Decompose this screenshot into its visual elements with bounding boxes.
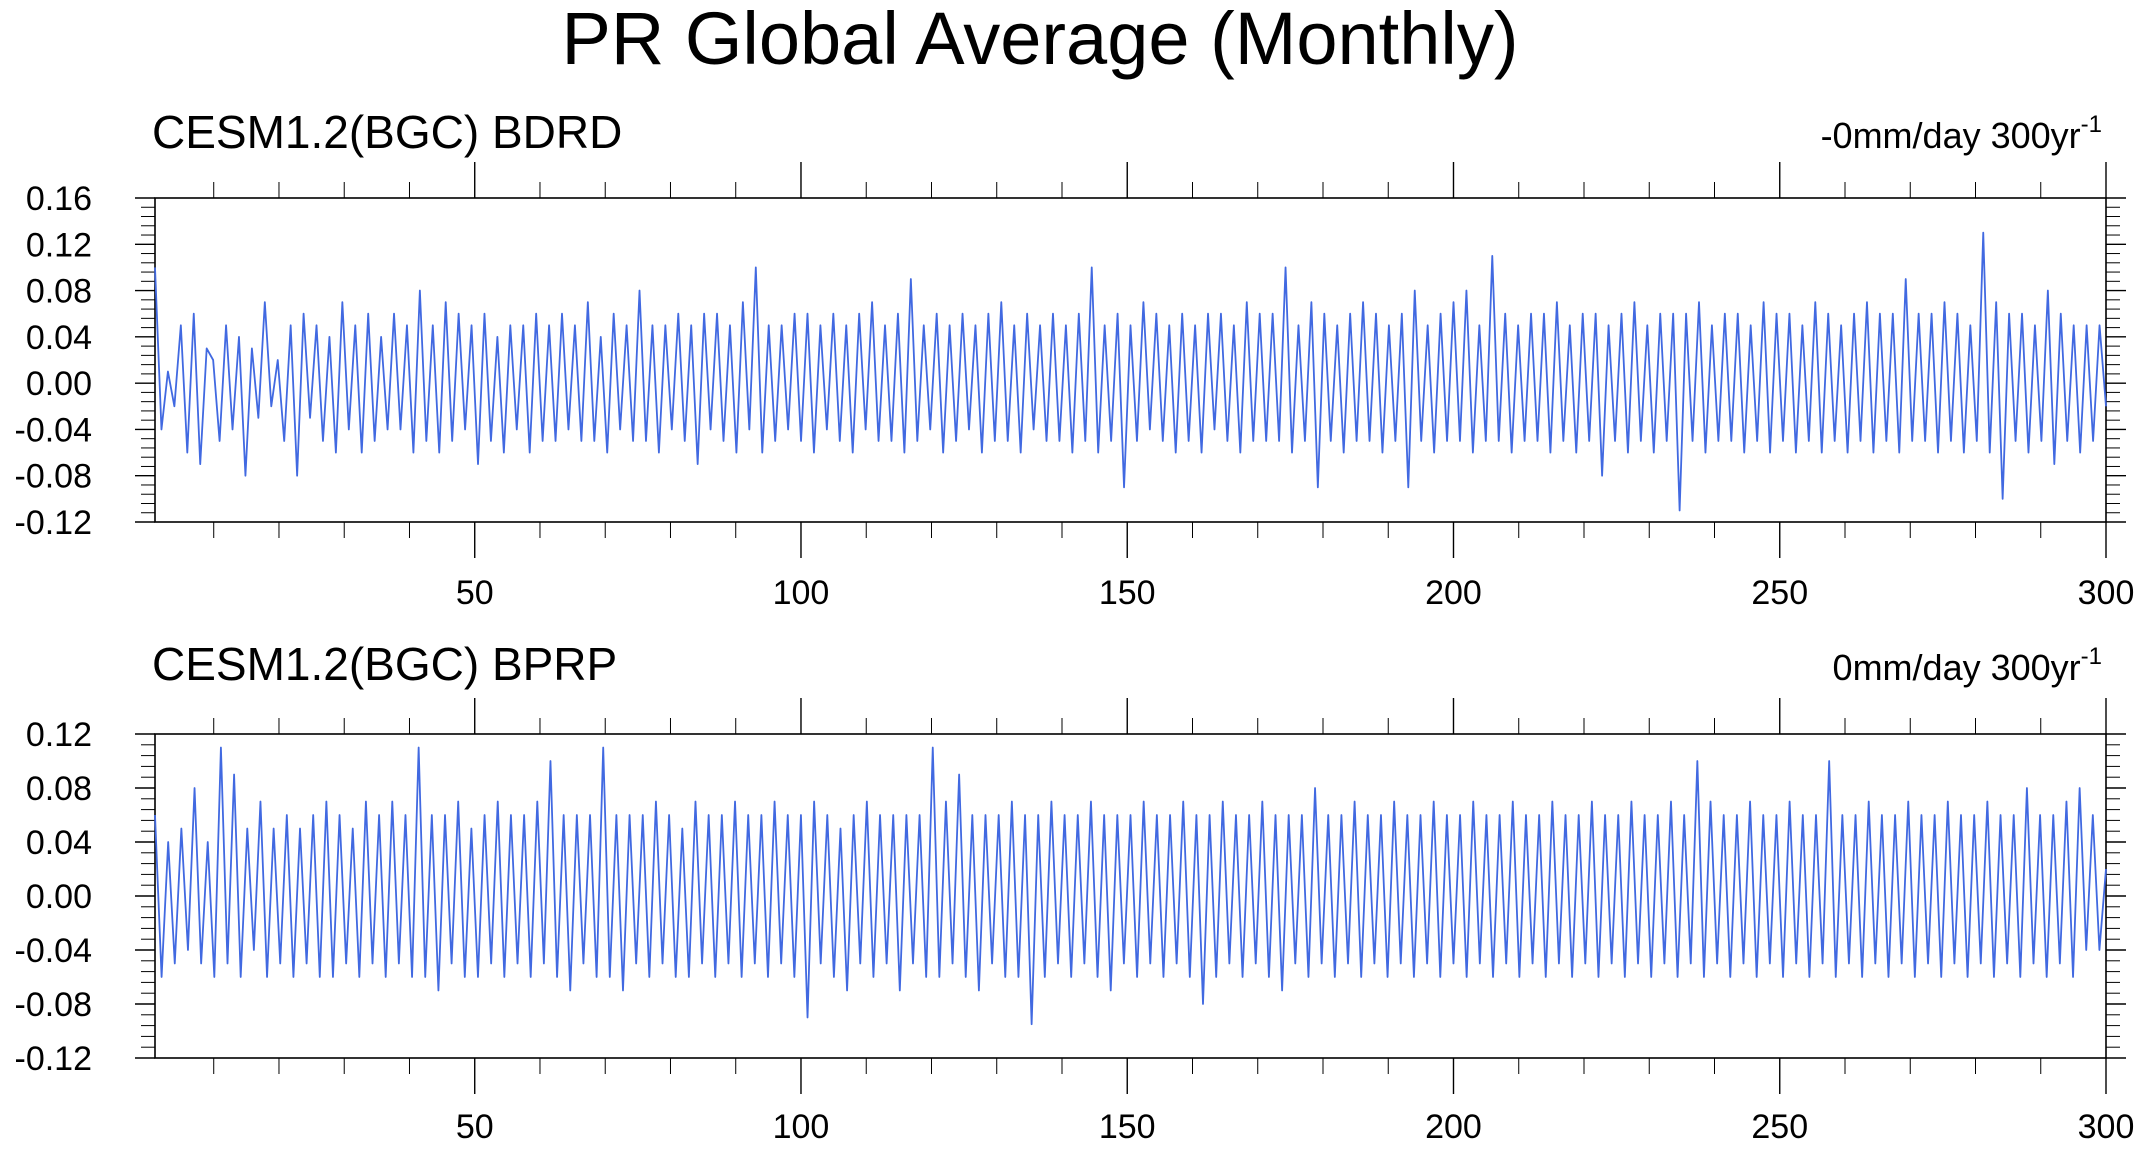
- y-tick-label: 0.08: [26, 273, 92, 311]
- plot-frame: [154, 197, 2107, 523]
- panel-title: CESM1.2(BGC) BDRD: [152, 106, 622, 158]
- y-tick-label: -0.04: [15, 411, 93, 449]
- y-tick-label: -0.12: [15, 504, 93, 542]
- trend-text: 0mm/day 300yr: [1833, 647, 2081, 688]
- y-tick-label: -0.12: [15, 1040, 93, 1078]
- y-tick-label: 0.12: [26, 226, 92, 264]
- panel-bdrd: CESM1.2(BGC) BDRD -0mm/day 300yr-1 0.16 0.1…: [15, 106, 2135, 612]
- series-line: [154, 231, 2107, 512]
- main-title: PR Global Average (Monthly): [562, 0, 1519, 80]
- y-tick-label: 0.16: [26, 180, 92, 218]
- x-tick-label: 100: [773, 1108, 830, 1146]
- trend-text: -0mm/day 300yr: [1821, 115, 2081, 156]
- panel-title: CESM1.2(BGC) BPRP: [152, 638, 617, 690]
- x-tick-label: 150: [1099, 1108, 1156, 1146]
- x-tick-label: 250: [1751, 574, 1808, 612]
- series-line: [154, 746, 2107, 1026]
- x-tick-label: 200: [1425, 574, 1482, 612]
- y-tick-label: -0.08: [15, 986, 93, 1024]
- y-tick-label: 0.12: [26, 716, 92, 754]
- x-tick-label: 100: [773, 574, 830, 612]
- y-tick-label: 0.04: [26, 824, 92, 862]
- x-tick-label: 300: [2078, 1108, 2135, 1146]
- trend-superscript: -1: [2081, 643, 2102, 670]
- x-tick-label: 150: [1099, 574, 1156, 612]
- trend-annotation: -0mm/day 300yr-1: [1821, 111, 2102, 156]
- x-tick-label: 50: [456, 574, 494, 612]
- y-tick-label: -0.04: [15, 932, 93, 970]
- y-tick-label: 0.08: [26, 770, 92, 808]
- trend-superscript: -1: [2081, 111, 2102, 138]
- y-tick-label: 0.00: [26, 365, 92, 403]
- x-tick-label: 200: [1425, 1108, 1482, 1146]
- panel-bprp: CESM1.2(BGC) BPRP 0mm/day 300yr-1 0.12 0.08…: [15, 638, 2135, 1146]
- y-tick-label: -0.08: [15, 458, 93, 496]
- x-tick-label: 50: [456, 1108, 494, 1146]
- trend-annotation: 0mm/day 300yr-1: [1833, 643, 2102, 688]
- x-tick-label: 300: [2078, 574, 2135, 612]
- x-tick-label: 250: [1751, 1108, 1808, 1146]
- y-tick-label: 0.00: [26, 878, 92, 916]
- y-tick-label: 0.04: [26, 319, 92, 357]
